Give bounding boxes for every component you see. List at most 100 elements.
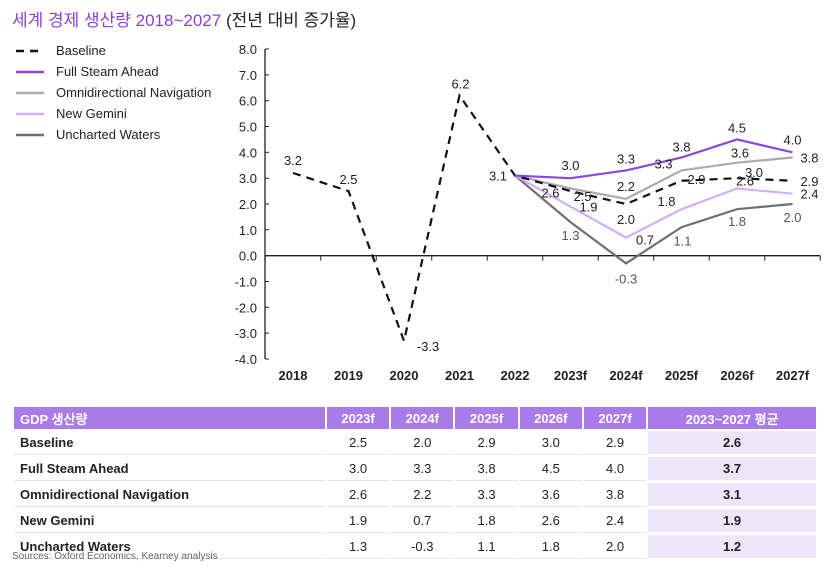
series-line-new-gemini — [514, 174, 793, 239]
data-label: 2.0 — [783, 210, 801, 225]
y-tick-label: 1.0 — [239, 223, 257, 238]
header-cell: 2023f — [326, 407, 390, 429]
average-cell: 1.2 — [648, 535, 816, 559]
y-tick-label: 0.0 — [239, 249, 257, 264]
y-tick-label: -2.0 — [235, 300, 257, 315]
table-row: Baseline 2.5 2.0 2.9 3.0 2.9 2.6 — [14, 431, 816, 455]
value-cell: 3.8 — [583, 483, 647, 507]
value-cell: 3.6 — [519, 483, 582, 507]
data-label: 2.2 — [617, 179, 635, 194]
row-label: New Gemini — [14, 509, 325, 533]
legend-item: Uncharted Waters — [16, 124, 211, 145]
row-label: Omnidirectional Navigation — [14, 483, 325, 507]
legend-label: Omnidirectional Navigation — [56, 85, 212, 100]
value-cell: 1.9 — [326, 509, 390, 533]
legend-label: New Gemini — [56, 106, 127, 121]
table-row: Uncharted Waters 1.3 -0.3 1.1 1.8 2.0 1.2 — [14, 535, 816, 559]
value-cell: 4.0 — [583, 457, 647, 481]
value-cell: 1.8 — [455, 509, 518, 533]
series-line-full-steam-ahead — [514, 138, 793, 180]
table-row: Omnidirectional Navigation 2.6 2.2 3.3 3.6 3.… — [14, 483, 816, 507]
table-row: New Gemini 1.9 0.7 1.8 2.6 2.4 1.9 — [14, 509, 816, 533]
y-tick-label: 6.0 — [239, 94, 257, 109]
row-label: Uncharted Waters — [14, 535, 325, 559]
data-label: 2.6 — [736, 174, 754, 189]
data-label: 3.3 — [617, 151, 635, 166]
value-cell: 3.0 — [326, 457, 390, 481]
value-cell: 1.8 — [519, 535, 582, 559]
average-cell: 2.6 — [648, 431, 816, 455]
data-label: 3.0 — [745, 165, 763, 180]
data-label: 0.7 — [636, 233, 654, 248]
header-cell: 2023~2027 평균 — [648, 407, 816, 429]
value-cell: 3.3 — [391, 457, 454, 481]
value-cell: 2.2 — [391, 483, 454, 507]
data-label: 3.0 — [561, 158, 579, 173]
average-cell: 1.9 — [648, 509, 816, 533]
data-label: 2.9 — [800, 174, 818, 189]
data-label: 6.2 — [451, 77, 469, 92]
value-cell: 3.3 — [455, 483, 518, 507]
y-tick-label: -3.0 — [235, 326, 257, 341]
value-cell: 2.0 — [391, 431, 454, 455]
y-tick-label: 3.0 — [239, 171, 257, 186]
data-label: 3.8 — [800, 151, 818, 166]
value-cell: 3.0 — [519, 431, 582, 455]
data-label: 1.3 — [561, 228, 579, 243]
data-label: 1.8 — [657, 194, 675, 209]
y-tick-label: -4.0 — [235, 352, 257, 367]
title-sub: (전년 대비 증가율) — [225, 11, 357, 30]
legend-swatch — [16, 49, 44, 52]
value-cell: 1.3 — [326, 535, 390, 559]
legend-label: Baseline — [56, 43, 106, 58]
data-label: 2.9 — [687, 172, 705, 187]
legend-label: Full Steam Ahead — [56, 64, 159, 79]
series-line-omnidirectional-navigation — [514, 156, 793, 200]
y-tick-label: 4.0 — [239, 145, 257, 160]
legend-label: Uncharted Waters — [56, 127, 161, 142]
value-cell: 1.1 — [455, 535, 518, 559]
row-label: Baseline — [14, 431, 325, 455]
legend-swatch — [16, 112, 44, 115]
legend-item: New Gemini — [16, 103, 211, 124]
data-label: 3.3 — [654, 156, 672, 171]
average-cell: 3.7 — [648, 457, 816, 481]
x-tick-label: 2025f — [665, 368, 699, 383]
data-label: -3.3 — [417, 339, 439, 354]
y-tick-label: 8.0 — [239, 42, 257, 57]
value-cell: 4.5 — [519, 457, 582, 481]
data-label: 2.0 — [617, 212, 635, 227]
row-label: Full Steam Ahead — [14, 457, 325, 481]
legend-item: Omnidirectional Navigation — [16, 82, 211, 103]
x-tick-label: 2020 — [390, 368, 419, 383]
data-label: 2.5 — [339, 172, 357, 187]
data-label: 3.2 — [284, 153, 302, 168]
source-note: Sources: Oxford Economics, Kearney analy… — [12, 551, 218, 562]
average-cell: 3.1 — [648, 483, 816, 507]
y-tick-label: 5.0 — [239, 120, 257, 135]
x-tick-label: 2027f — [776, 368, 810, 383]
data-label: 4.0 — [783, 132, 801, 147]
data-label: 3.6 — [731, 146, 749, 161]
x-tick-label: 2022 — [501, 368, 530, 383]
y-tick-label: 7.0 — [239, 68, 257, 83]
value-cell: 3.8 — [455, 457, 518, 481]
header-cell: 2024f — [391, 407, 454, 429]
gdp-table: GDP 생산량 2023f 2024f 2025f 2026f 2027f 20… — [12, 405, 818, 561]
x-tick-label: 2019 — [334, 368, 363, 383]
value-cell: 2.6 — [519, 509, 582, 533]
value-cell: 2.4 — [583, 509, 647, 533]
legend-swatch — [16, 70, 44, 73]
x-tick-label: 2024f — [609, 368, 643, 383]
legend-swatch — [16, 133, 44, 136]
data-label: 3.8 — [672, 140, 690, 155]
header-cell: 2026f — [519, 407, 582, 429]
data-label: 2.6 — [541, 186, 559, 201]
legend: Baseline Full Steam Ahead Omnidirectional … — [16, 40, 211, 145]
value-cell: 2.9 — [583, 431, 647, 455]
value-cell: 2.0 — [583, 535, 647, 559]
y-tick-label: 2.0 — [239, 197, 257, 212]
series-line-uncharted-waters — [514, 174, 793, 265]
header-cell: 2027f — [583, 407, 647, 429]
